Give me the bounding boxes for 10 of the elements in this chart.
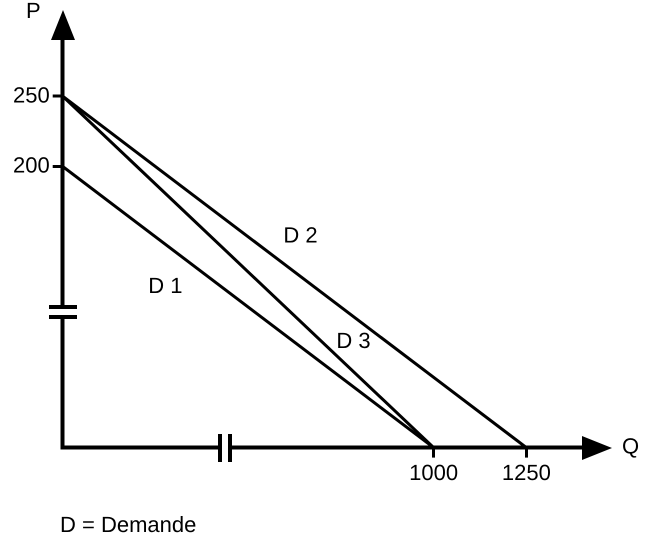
x-tick-label: 1250 bbox=[502, 460, 551, 485]
series-label: D 2 bbox=[283, 222, 318, 248]
text: D = Demande bbox=[60, 512, 196, 538]
series-label: D 3 bbox=[336, 328, 371, 354]
x-axis-title: Q bbox=[622, 434, 640, 459]
y-tick-label: 250 bbox=[12, 82, 50, 108]
y-axis-title: P bbox=[26, 0, 41, 24]
y-tick-label: 200 bbox=[12, 152, 50, 178]
series-label: D 1 bbox=[148, 272, 183, 298]
x-tick-label: 1000 bbox=[409, 460, 458, 485]
